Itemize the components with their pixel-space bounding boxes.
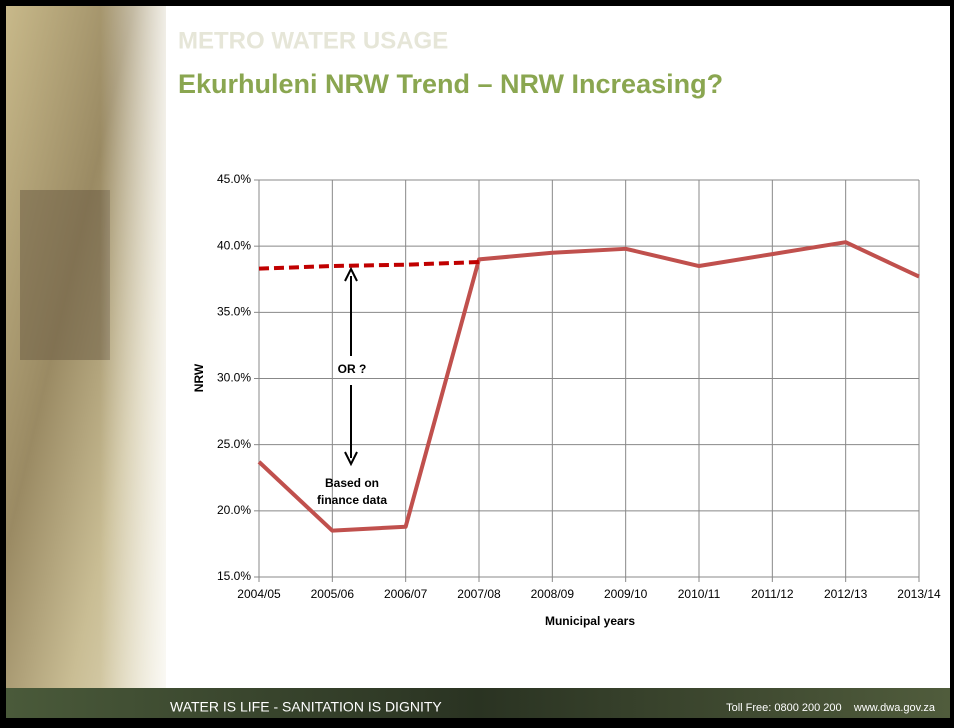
y-tick-label: 40.0% — [217, 238, 251, 252]
section-title: METRO WATER USAGE — [178, 27, 448, 54]
arrow-head — [344, 266, 358, 282]
x-tick-label: 2007/08 — [457, 587, 501, 601]
x-tick-label: 2009/10 — [604, 587, 648, 601]
footer-bar — [6, 688, 950, 718]
y-axis-title: NRW — [192, 363, 206, 392]
x-tick-label: 2006/07 — [384, 587, 428, 601]
side-shadow — [20, 190, 110, 360]
x-tick-label: 2004/05 — [237, 587, 281, 601]
y-tick-label: 45.0% — [217, 172, 251, 186]
x-tick-label: 2013/14 — [897, 587, 941, 601]
x-tick-label: 2010/11 — [678, 587, 721, 601]
y-tick-label: 35.0% — [217, 305, 251, 319]
annotation: OR ? — [338, 362, 367, 376]
data-line — [258, 260, 480, 271]
x-tick-label: 2008/09 — [531, 587, 575, 601]
slide-title: Ekurhuleni NRW Trend – NRW Increasing? — [178, 69, 723, 99]
y-tick-label: 15.0% — [217, 569, 251, 583]
side-fade — [100, 6, 180, 688]
footer-slogan: WATER IS LIFE - SANITATION IS DIGNITY — [170, 699, 442, 715]
footer-contact: Toll Free: 0800 200 200 www.dwa.gov.za — [726, 702, 936, 714]
x-tick-label: 2012/13 — [824, 587, 868, 601]
y-tick-label: 30.0% — [217, 371, 251, 385]
y-tick-label: 20.0% — [217, 503, 251, 517]
data-line — [257, 240, 920, 533]
annotation: finance data — [317, 493, 387, 507]
arrow-head — [344, 451, 358, 467]
x-tick-label: 2005/06 — [311, 587, 355, 601]
x-axis-title: Municipal years — [545, 614, 635, 628]
y-tick-label: 25.0% — [217, 437, 251, 451]
x-tick-label: 2011/12 — [751, 587, 794, 601]
annotation: Based on — [325, 476, 379, 490]
